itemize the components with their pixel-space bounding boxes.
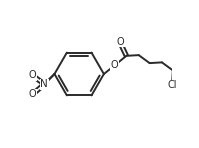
Text: O: O — [29, 70, 36, 81]
Text: O: O — [117, 37, 124, 47]
Text: N: N — [40, 79, 48, 89]
Text: Cl: Cl — [167, 80, 177, 90]
Text: O: O — [111, 60, 119, 70]
Text: O: O — [29, 89, 36, 99]
